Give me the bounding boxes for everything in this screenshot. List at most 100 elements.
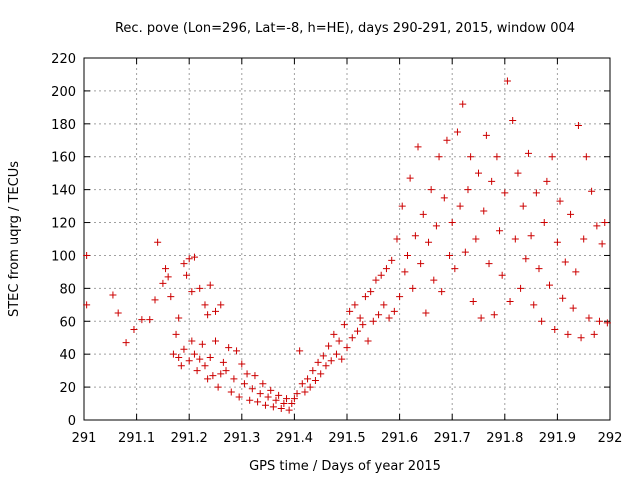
- data-point-marker: [380, 301, 388, 309]
- data-point-marker: [219, 358, 227, 366]
- data-point-marker: [367, 288, 375, 296]
- data-point-marker: [217, 370, 225, 378]
- data-point-marker: [204, 375, 212, 383]
- data-point-marker: [511, 235, 519, 243]
- data-point-marker: [138, 316, 146, 324]
- x-tick-label: 291.4: [276, 431, 313, 446]
- data-point-marker: [285, 406, 293, 414]
- data-point-marker: [122, 339, 130, 347]
- data-point-marker: [259, 380, 267, 388]
- data-point-marker: [222, 367, 230, 375]
- data-point-marker: [430, 276, 438, 284]
- data-point-marker: [409, 284, 417, 292]
- data-point-marker: [280, 400, 288, 408]
- data-point-marker: [538, 317, 546, 325]
- data-point-marker: [459, 100, 467, 108]
- data-point-marker: [535, 265, 543, 273]
- data-point-marker: [556, 197, 564, 205]
- data-point-marker: [530, 301, 538, 309]
- data-point-marker: [206, 281, 214, 289]
- data-point-marker: [561, 258, 569, 266]
- data-point-marker: [524, 149, 532, 157]
- data-point-marker: [417, 260, 425, 268]
- data-point-marker: [425, 238, 433, 246]
- data-point-marker: [185, 357, 193, 365]
- data-point-marker: [603, 319, 611, 327]
- data-point-marker: [348, 334, 356, 342]
- data-point-marker: [414, 143, 422, 151]
- data-point-marker: [332, 350, 340, 358]
- data-point-marker: [311, 377, 319, 385]
- data-point-marker: [277, 404, 285, 412]
- data-point-marker: [493, 153, 501, 161]
- data-point-marker: [406, 174, 414, 182]
- data-point-marker: [359, 321, 367, 329]
- data-point-marker: [235, 393, 243, 401]
- data-point-marker: [167, 293, 175, 301]
- data-point-marker: [180, 345, 188, 353]
- data-point-marker: [467, 153, 475, 161]
- data-point-marker: [296, 347, 304, 355]
- data-point-marker: [306, 383, 314, 391]
- data-point-marker: [196, 284, 204, 292]
- data-point-marker: [283, 395, 291, 403]
- data-point-marker: [201, 362, 209, 370]
- data-point-marker: [212, 307, 219, 315]
- y-tick-label: 220: [51, 52, 76, 67]
- y-tick-label: 60: [59, 315, 76, 330]
- x-axis-label: GPS time / Days of year 2015: [249, 459, 441, 474]
- data-point-marker: [233, 347, 241, 355]
- data-point-marker: [427, 186, 435, 194]
- data-point-marker: [580, 235, 588, 243]
- data-point-marker: [377, 271, 385, 279]
- data-point-marker: [193, 367, 201, 375]
- data-point-marker: [514, 169, 522, 177]
- data-point-marker: [261, 401, 269, 409]
- x-tick-label: 291.2: [171, 431, 208, 446]
- data-point-marker: [419, 210, 427, 218]
- data-point-marker: [569, 304, 577, 312]
- data-point-marker: [372, 276, 380, 284]
- data-point-marker: [435, 153, 443, 161]
- data-point-marker: [130, 326, 138, 333]
- data-point-marker: [83, 251, 91, 259]
- data-point-marker: [469, 298, 477, 306]
- data-point-marker: [482, 131, 490, 139]
- data-point-marker: [330, 330, 338, 338]
- data-point-marker: [246, 396, 254, 404]
- data-point-marker: [464, 186, 472, 194]
- data-point-marker: [396, 293, 404, 301]
- data-point-marker: [551, 326, 559, 333]
- data-point-marker: [422, 309, 430, 317]
- data-point-marker: [411, 232, 419, 240]
- data-points: [83, 77, 611, 414]
- data-point-marker: [448, 219, 456, 227]
- x-tick-label: 291.1: [118, 431, 155, 446]
- data-point-marker: [456, 202, 464, 210]
- data-point-marker: [585, 314, 593, 322]
- data-point-marker: [553, 238, 561, 246]
- data-point-marker: [540, 219, 548, 227]
- data-point-marker: [351, 301, 359, 309]
- x-tick-label: 291.7: [434, 431, 471, 446]
- y-tick-label: 140: [51, 184, 76, 199]
- axis-ticks: 291 291.1 291.2 291.3 291.4 291.5 291.6 291.7 29…: [51, 52, 622, 446]
- data-point-marker: [196, 355, 204, 363]
- data-point-marker: [506, 298, 514, 306]
- data-point-marker: [382, 265, 390, 273]
- data-point-marker: [577, 334, 585, 342]
- data-point-marker: [159, 279, 167, 287]
- y-tick-label: 80: [59, 282, 76, 297]
- data-point-marker: [451, 265, 459, 273]
- data-point-marker: [322, 362, 330, 370]
- data-point-marker: [440, 194, 448, 202]
- data-point-marker: [209, 372, 217, 380]
- data-point-marker: [393, 235, 401, 243]
- data-point-marker: [230, 375, 238, 383]
- data-point-marker: [248, 385, 256, 393]
- x-tick-label: 291.3: [223, 431, 260, 446]
- data-point-marker: [390, 307, 398, 315]
- data-point-marker: [438, 288, 446, 296]
- data-point-marker: [532, 189, 540, 197]
- data-point-marker: [472, 235, 480, 243]
